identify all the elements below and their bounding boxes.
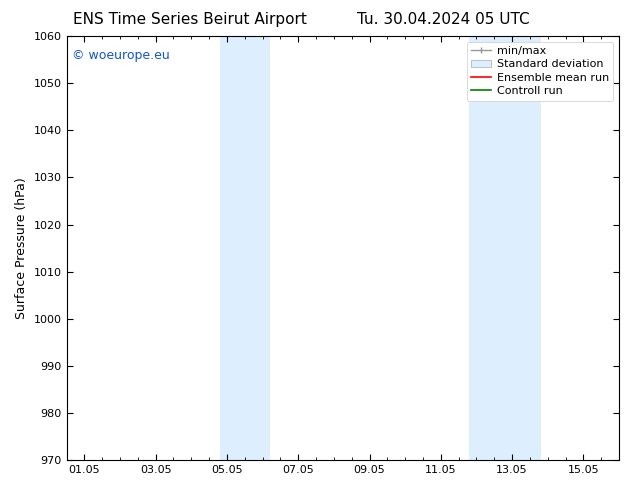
Bar bbox=[220, 36, 269, 460]
Text: ENS Time Series Beirut Airport: ENS Time Series Beirut Airport bbox=[74, 12, 307, 27]
Legend: min/max, Standard deviation, Ensemble mean run, Controll run: min/max, Standard deviation, Ensemble me… bbox=[467, 42, 614, 100]
Text: Tu. 30.04.2024 05 UTC: Tu. 30.04.2024 05 UTC bbox=[358, 12, 530, 27]
Text: © woeurope.eu: © woeurope.eu bbox=[72, 49, 170, 62]
Bar bbox=[469, 36, 541, 460]
Y-axis label: Surface Pressure (hPa): Surface Pressure (hPa) bbox=[15, 177, 28, 319]
